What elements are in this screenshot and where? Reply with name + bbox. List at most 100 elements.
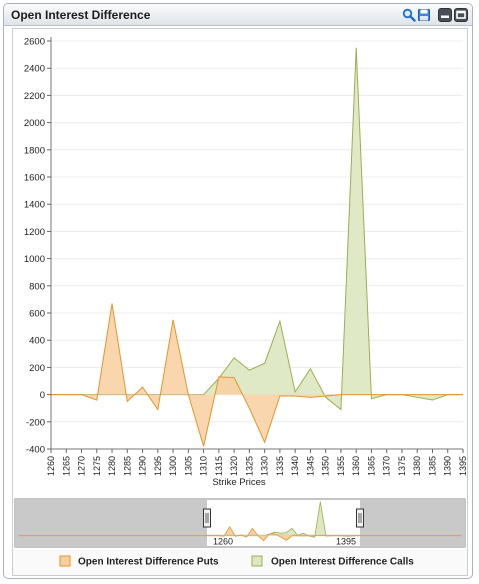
y-tick-label: 2000 <box>24 118 45 129</box>
series-puts <box>51 300 466 447</box>
x-axis-title: Strike Prices <box>212 477 266 488</box>
x-tick-label: 1305 <box>183 456 193 476</box>
legend-swatch-calls <box>251 555 263 567</box>
maximize-icon[interactable] <box>454 8 468 22</box>
series-puts-point[interactable] <box>185 391 191 397</box>
x-tick-label: 1325 <box>244 456 254 476</box>
y-tick-label: 1800 <box>24 145 45 156</box>
series-puts-point[interactable] <box>307 394 313 400</box>
y-tick-label: 2400 <box>24 64 45 75</box>
series-puts-point[interactable] <box>261 439 267 445</box>
series-puts-mini-area <box>207 526 360 541</box>
series-calls-point[interactable] <box>277 318 283 324</box>
x-tick-label: 1285 <box>122 456 132 476</box>
y-tick-label: 200 <box>29 363 45 374</box>
search-icon[interactable] <box>402 8 416 22</box>
navigator-mask-left <box>15 499 207 547</box>
navigator-handle-right[interactable] <box>356 508 364 528</box>
series-puts-point[interactable] <box>109 300 115 306</box>
x-tick-label: 1375 <box>397 456 407 476</box>
x-tick-label: 1360 <box>351 456 361 476</box>
x-tick-label: 1365 <box>366 456 376 476</box>
x-tick-label: 1320 <box>229 456 239 476</box>
series-puts-point[interactable] <box>445 391 451 397</box>
legend: Open Interest Difference Puts Open Inter… <box>13 549 467 575</box>
x-tick-label: 1265 <box>61 456 71 476</box>
y-tick-label: 1200 <box>24 227 45 238</box>
legend-swatch-puts <box>59 555 71 567</box>
legend-item-puts[interactable]: Open Interest Difference Puts <box>59 555 219 568</box>
series-puts-point[interactable] <box>338 391 344 397</box>
series-puts-point[interactable] <box>139 384 145 390</box>
chart-panel: Open Interest Difference -400 -2 <box>3 3 473 579</box>
series-puts-point[interactable] <box>170 317 176 323</box>
navigator-mask-right <box>360 499 465 547</box>
panel-title: Open Interest Difference <box>11 8 151 22</box>
x-tick-label: 1295 <box>153 456 163 476</box>
series-calls-point[interactable] <box>231 355 237 361</box>
series-puts-area <box>51 303 463 447</box>
x-tick-label: 1355 <box>336 456 346 476</box>
series-puts-point[interactable] <box>399 391 405 397</box>
series-calls-point[interactable] <box>307 366 313 372</box>
series-puts-point[interactable] <box>277 393 283 399</box>
y-axis-ticks: -400 -200 0 200 400 600 800 1000 1200 1400 1600 180… <box>24 37 51 456</box>
x-tick-label: 1315 <box>214 456 224 476</box>
panel-titlebar: Open Interest Difference <box>4 4 472 26</box>
save-icon[interactable] <box>417 8 431 22</box>
series-puts-point[interactable] <box>460 391 466 397</box>
y-tick-label: -400 <box>26 445 45 456</box>
series-calls-point[interactable] <box>261 360 267 366</box>
x-tick-label: 1340 <box>290 456 300 476</box>
series-puts-point[interactable] <box>429 391 435 397</box>
series-calls-point[interactable] <box>338 406 344 412</box>
series-puts-point[interactable] <box>246 405 252 411</box>
minimize-icon[interactable] <box>438 8 452 22</box>
x-tick-label: 1275 <box>92 456 102 476</box>
navigator-start-label: 1260 <box>213 537 233 547</box>
series-puts-point[interactable] <box>63 391 69 397</box>
x-tick-label: 1390 <box>443 456 453 476</box>
series-puts-point[interactable] <box>231 374 237 380</box>
legend-item-calls[interactable]: Open Interest Difference Calls <box>251 555 414 568</box>
y-tick-label: 1000 <box>24 254 45 265</box>
x-tick-label: 1385 <box>427 456 437 476</box>
series-puts-point[interactable] <box>368 391 374 397</box>
x-tick-label: 1380 <box>412 456 422 476</box>
series-puts-point[interactable] <box>353 391 359 397</box>
navigator-handle-left[interactable] <box>203 508 211 528</box>
series-puts-line <box>51 303 463 447</box>
y-tick-label: 1600 <box>24 173 45 184</box>
series-puts-point[interactable] <box>292 393 298 399</box>
series-puts-point[interactable] <box>384 391 390 397</box>
x-tick-label: 1300 <box>168 456 178 476</box>
x-tick-label: 1280 <box>107 456 117 476</box>
x-tick-label: 1370 <box>382 456 392 476</box>
range-navigator[interactable]: 1260 1395 <box>14 498 466 548</box>
y-tick-label: 800 <box>29 281 45 292</box>
x-tick-label: 1335 <box>275 456 285 476</box>
series-areas <box>51 45 466 447</box>
series-calls-point[interactable] <box>353 45 359 51</box>
series-puts-point[interactable] <box>216 374 222 380</box>
series-puts-point[interactable] <box>414 391 420 397</box>
series-puts-point[interactable] <box>124 398 130 404</box>
x-tick-label: 1345 <box>305 456 315 476</box>
y-tick-label: 2200 <box>24 91 45 102</box>
series-puts-mini-line <box>207 525 360 542</box>
y-tick-label: 2600 <box>24 37 45 48</box>
series-puts-point[interactable] <box>94 397 100 403</box>
x-axis-ticks: 1260 1265 1270 1275 1280 1285 1290 1295 1300 1305… <box>46 449 468 476</box>
x-tick-label: 1330 <box>260 456 270 476</box>
y-tick-label: -200 <box>26 417 45 428</box>
series-puts-point[interactable] <box>155 406 161 412</box>
series-calls-point[interactable] <box>246 367 252 373</box>
y-tick-label: 600 <box>29 309 45 320</box>
series-puts-point[interactable] <box>78 391 84 397</box>
y-tick-label: 1400 <box>24 200 45 211</box>
x-tick-label: 1350 <box>321 456 331 476</box>
axes <box>50 37 463 450</box>
y-tick-label: 0 <box>40 390 45 401</box>
x-tick-label: 1290 <box>138 456 148 476</box>
series-puts-point[interactable] <box>322 393 328 399</box>
